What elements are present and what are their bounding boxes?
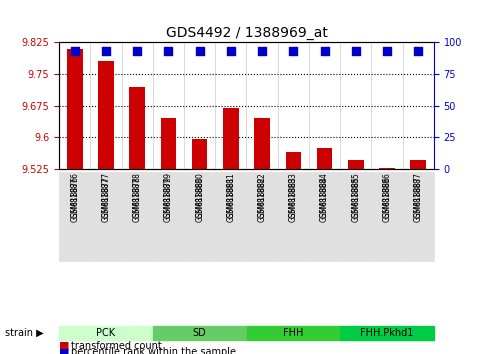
Bar (192, 139, 208, 169)
Bar (223, 108, 239, 169)
Bar (129, 87, 145, 169)
Text: FHH.Pkhd1: FHH.Pkhd1 (360, 328, 414, 338)
Text: GSM818884: GSM818884 (320, 171, 329, 217)
Text: GSM818876: GSM818876 (70, 176, 79, 222)
Text: GSM818880: GSM818880 (195, 176, 204, 222)
Point (227, 48, 235, 54)
Point (414, 48, 422, 54)
Bar (67, 49, 83, 169)
Point (320, 48, 328, 54)
Point (289, 48, 297, 54)
Point (196, 48, 204, 54)
Text: GSM818878: GSM818878 (133, 171, 141, 217)
Text: GSM818886: GSM818886 (383, 176, 391, 222)
Text: GSM818882: GSM818882 (258, 176, 267, 222)
Text: transformed count: transformed count (71, 341, 162, 351)
Text: GSM818886: GSM818886 (383, 172, 391, 218)
Text: ■: ■ (59, 347, 70, 354)
Text: GSM818884: GSM818884 (320, 172, 329, 218)
Text: GSM818880: GSM818880 (195, 172, 204, 218)
Text: GSM818879: GSM818879 (164, 176, 173, 222)
Text: GSM818879: GSM818879 (164, 172, 173, 218)
Text: SD: SD (193, 328, 207, 338)
Text: GSM818887: GSM818887 (414, 172, 423, 218)
Text: percentile rank within the sample: percentile rank within the sample (71, 347, 237, 354)
Text: GSM818885: GSM818885 (352, 172, 360, 218)
Point (102, 48, 110, 54)
Text: GSM818883: GSM818883 (289, 176, 298, 222)
Text: GSM818887: GSM818887 (414, 176, 423, 222)
Text: GSM818882: GSM818882 (258, 171, 267, 217)
Text: GSM818881: GSM818881 (226, 172, 235, 218)
Text: GSM818884: GSM818884 (320, 176, 329, 222)
Point (165, 48, 173, 54)
Text: strain ▶: strain ▶ (5, 328, 43, 338)
Text: PCK: PCK (97, 328, 115, 338)
Point (258, 48, 266, 54)
Text: GSM818885: GSM818885 (352, 171, 360, 217)
Text: ■: ■ (59, 341, 70, 351)
Bar (410, 160, 426, 169)
Text: GSM818876: GSM818876 (70, 172, 79, 218)
Text: GSM818883: GSM818883 (289, 172, 298, 218)
Bar (379, 168, 395, 169)
Bar (161, 118, 176, 169)
Point (352, 48, 360, 54)
Point (383, 48, 391, 54)
Text: GSM818876: GSM818876 (70, 171, 79, 217)
Text: GSM818878: GSM818878 (133, 176, 141, 222)
Bar (98, 62, 114, 169)
Text: GSM818879: GSM818879 (164, 171, 173, 217)
Point (71, 48, 79, 54)
Text: GSM818878: GSM818878 (133, 172, 141, 218)
Bar (317, 148, 332, 169)
Bar (254, 118, 270, 169)
Text: GSM818881: GSM818881 (226, 171, 235, 217)
Point (133, 48, 141, 54)
Text: GSM818886: GSM818886 (383, 171, 391, 217)
Text: GSM818882: GSM818882 (258, 172, 267, 218)
Text: GSM818883: GSM818883 (289, 171, 298, 217)
Text: GSM818877: GSM818877 (102, 172, 110, 218)
Text: GSM818887: GSM818887 (414, 171, 423, 217)
Title: GDS4492 / 1388969_at: GDS4492 / 1388969_at (166, 26, 327, 40)
Text: GSM818885: GSM818885 (352, 176, 360, 222)
Text: GSM818881: GSM818881 (226, 176, 235, 222)
Text: GSM818877: GSM818877 (102, 171, 110, 217)
Text: GSM818877: GSM818877 (102, 176, 110, 222)
Bar (285, 152, 301, 169)
Text: GSM818880: GSM818880 (195, 171, 204, 217)
Text: FHH: FHH (283, 328, 304, 338)
Bar (348, 160, 363, 169)
